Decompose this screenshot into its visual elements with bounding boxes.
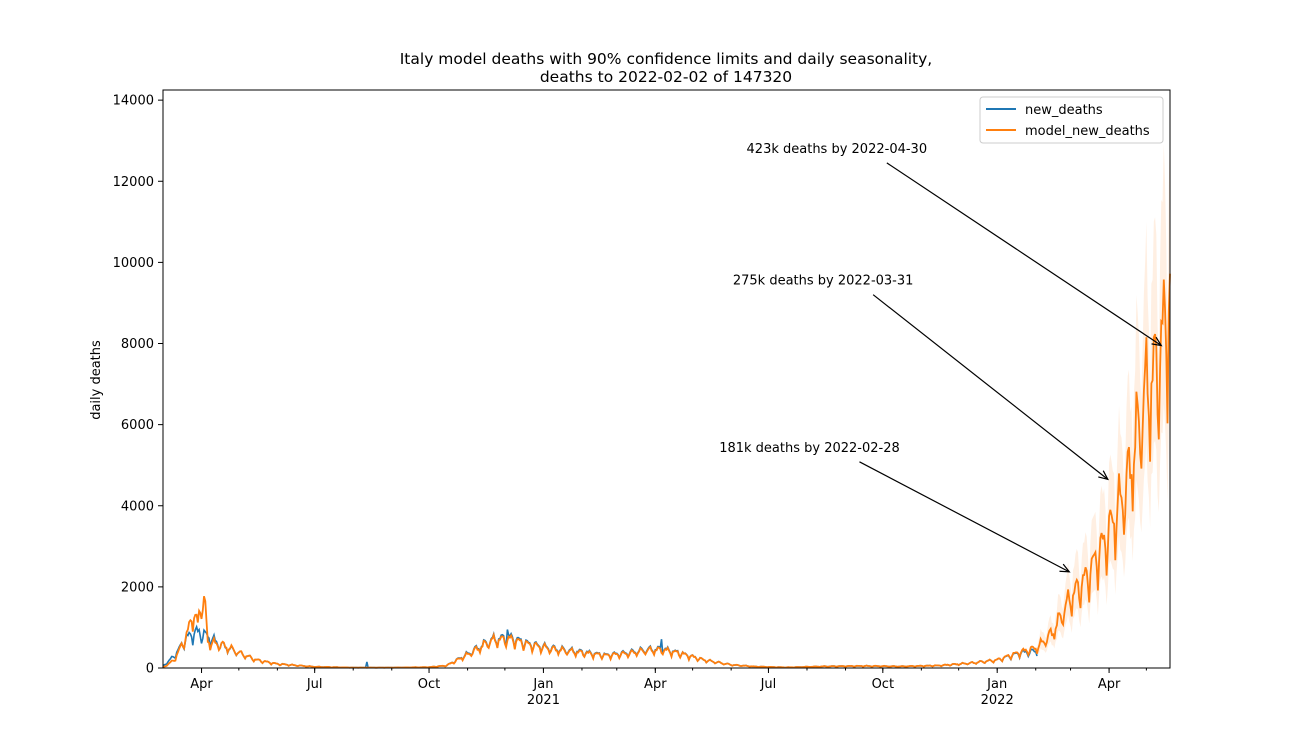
- x-tick-label: Oct: [418, 677, 440, 692]
- y-tick-label: 12000: [113, 175, 154, 190]
- y-tick-label: 10000: [113, 256, 154, 271]
- annotation-arrowhead: [1059, 563, 1071, 573]
- annotation-arrow: [886, 162, 1162, 347]
- legend-label-new-deaths: new_deaths: [1025, 103, 1103, 118]
- y-tick-label: 14000: [113, 94, 154, 109]
- x-tick-year-label: 2022: [981, 693, 1014, 708]
- y-tick-label: 4000: [121, 499, 154, 514]
- series-line-model-new-deaths: [162, 273, 1171, 669]
- legend-box: [979, 96, 1164, 144]
- annotation-label: 275k deaths by 2022-03-31: [733, 274, 914, 289]
- x-tick-label: Jan: [986, 677, 1007, 692]
- y-tick-label: 6000: [121, 418, 154, 433]
- y-axis: 0 2000 4000 6000 8000 10000 12000 14000: [113, 94, 163, 677]
- y-axis-label: daily deaths: [89, 340, 104, 420]
- y-tick-label: 8000: [121, 337, 154, 352]
- x-tick-label: Apr: [644, 677, 667, 692]
- y-tick-label: 0: [146, 662, 154, 677]
- annotation-arrowhead: [1151, 336, 1163, 347]
- x-tick-label: Apr: [1098, 677, 1121, 692]
- x-tick-label: Jan: [532, 677, 553, 692]
- x-tick-label: Jul: [306, 677, 323, 692]
- x-tick-label: Oct: [872, 677, 894, 692]
- annotation-arrow: [859, 461, 1070, 573]
- annotation-arrowhead: [1098, 470, 1110, 481]
- legend-label-model-new-deaths: model_new_deaths: [1025, 124, 1150, 139]
- annotation-label: 181k deaths by 2022-02-28: [719, 441, 900, 456]
- annotations: 423k deaths by 2022-04-30 275k deaths by …: [719, 142, 1163, 573]
- x-tick-label: Apr: [190, 677, 213, 692]
- annotation-arrow: [872, 294, 1109, 480]
- x-tick-label: Jul: [760, 677, 777, 692]
- plot-area: [162, 135, 1171, 669]
- series-line-new-deaths: [162, 624, 1038, 669]
- chart-title-line-1: Italy model deaths with 90% confidence l…: [400, 50, 933, 68]
- y-tick-label: 2000: [121, 580, 154, 595]
- chart-title-line-2: deaths to 2022-02-02 of 147320: [540, 68, 792, 86]
- x-tick-year-label: 2021: [527, 693, 560, 708]
- legend: new_deaths model_new_deaths: [979, 96, 1164, 144]
- model-confidence-band: [1036, 135, 1170, 659]
- annotation-label: 423k deaths by 2022-04-30: [747, 142, 928, 157]
- plot-frame: [162, 89, 1171, 669]
